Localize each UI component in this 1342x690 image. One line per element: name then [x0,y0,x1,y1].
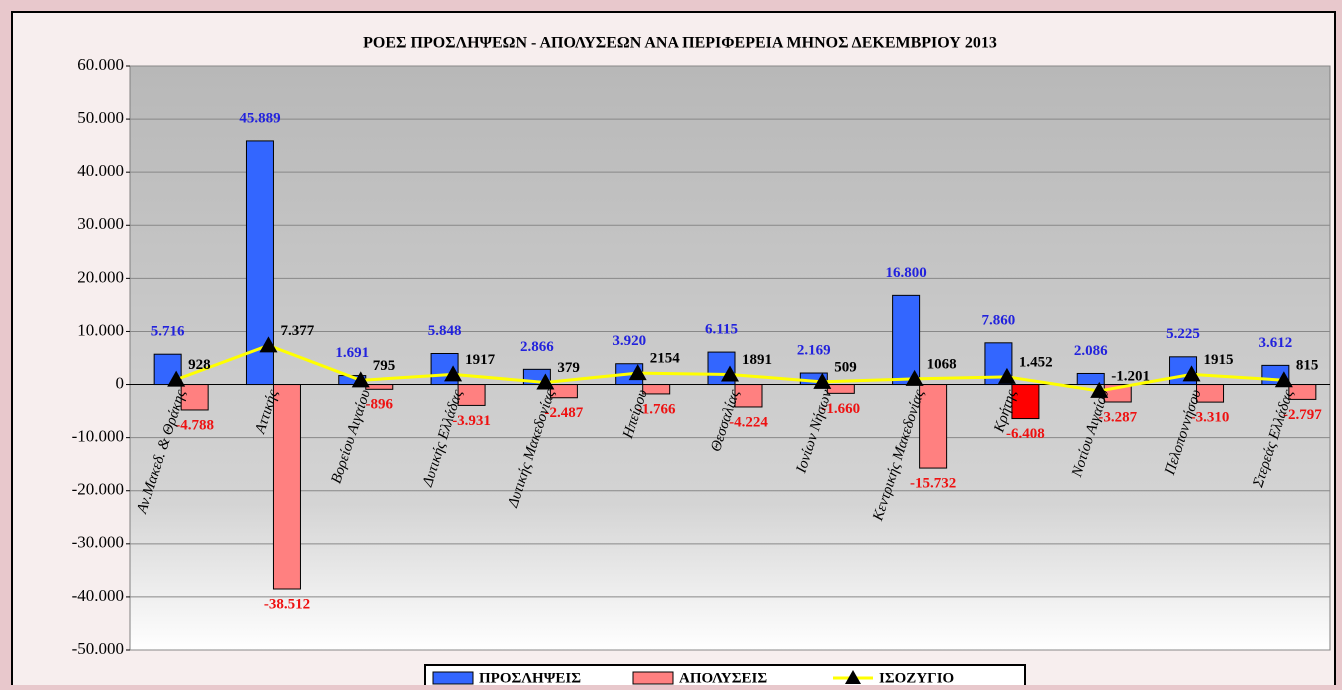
data-label: -2.487 [545,405,584,421]
data-label: -38.512 [264,596,310,612]
data-label: 1915 [1204,352,1234,368]
bar [180,384,209,411]
data-label: 795 [373,358,396,374]
bar [365,384,394,390]
data-label: 5.848 [428,323,462,339]
bar [1076,372,1105,386]
legend-label: ΠΡΟΣΛΗΨΕΙΣ [479,670,581,685]
y-tick-label: -10.000 [72,427,124,446]
y-tick-label: -50.000 [72,639,124,658]
legend: ΠΡΟΣΛΗΨΕΙΣ ΑΠΟΛΥΣΕΙΣ ΙΣΟΖΥΓΙΟ [424,664,1026,690]
bar [549,384,578,399]
y-tick-label: 60.000 [77,55,124,74]
marker [905,369,924,386]
data-label: 5.716 [151,324,185,340]
marker [167,370,186,387]
data-label: 6.115 [705,322,738,338]
y-tick-label: 30.000 [77,214,124,233]
data-label: 3.920 [612,333,646,349]
marker [1274,371,1293,388]
y-tick-label: 40.000 [77,161,124,180]
bar [1011,384,1040,420]
y-tick-label: 20.000 [77,267,124,286]
data-label: -4.788 [175,417,214,433]
marker [1090,381,1109,398]
data-label: -2.797 [1283,407,1322,423]
data-label: -1.201 [1111,368,1150,384]
data-label: -15.732 [910,476,956,492]
bar [826,384,855,394]
data-label: 45.889 [239,110,280,126]
data-label: 1891 [742,352,772,368]
y-tick-label: 0 [116,373,125,392]
data-label: -1.766 [637,401,676,417]
bar [1288,384,1317,400]
data-label: 2.086 [1074,343,1108,359]
marker [721,365,739,382]
bar [457,384,486,406]
data-label: 7.860 [982,312,1016,328]
data-label: 1.452 [1019,354,1053,370]
chart-title: ΡΟΕΣ ΠΡΟΣΛΗΨΕΩΝ - ΑΠΟΛΥΣΕΩΝ ΑΝΑ ΠΕΡΙΦΕΡΕ… [363,35,997,52]
data-label: 815 [1296,358,1319,374]
data-label: 16.800 [885,265,926,281]
data-label: -4.224 [729,414,768,430]
data-label: 1917 [465,352,496,368]
marker [813,372,832,389]
legend-marker [845,670,861,684]
marker [444,365,463,382]
data-label: -3.931 [452,413,491,429]
data-label: 2154 [650,351,681,367]
legend-swatch [632,671,674,685]
bar [892,294,921,386]
data-label: 1068 [927,356,957,372]
bar [919,384,948,469]
y-tick-label: 10.000 [77,320,124,339]
bar [272,384,301,590]
data-label: 7.377 [280,323,314,339]
data-label: 3.612 [1258,335,1292,351]
legend-label: ΙΣΟΖΥΓΙΟ [879,670,954,685]
marker [259,336,278,353]
data-label: 2.169 [797,342,831,358]
marker [628,364,647,381]
y-tick-label: -20.000 [72,480,124,499]
y-tick-label: -40.000 [72,586,124,605]
marker [997,367,1016,384]
marker [1182,365,1201,382]
y-tick-label: 50.000 [77,108,124,127]
data-label: 5.225 [1166,326,1200,342]
marker [536,373,555,390]
data-label: 2.866 [520,339,554,355]
data-label: -6.408 [1006,426,1045,442]
data-label: 379 [557,360,580,376]
bar [245,140,274,386]
bar [734,384,763,408]
data-label: 509 [834,359,857,375]
legend-swatch [432,671,474,685]
data-label: -1.660 [821,401,860,417]
data-label: -3.310 [1191,410,1230,426]
data-label: 928 [188,357,211,373]
marker [351,371,370,388]
data-label: -896 [366,397,394,413]
bar [642,384,671,395]
bar [1196,384,1225,403]
y-tick-label: -30.000 [72,533,124,552]
data-label: -3.287 [1098,409,1137,425]
data-label: 1.691 [335,345,369,361]
legend-label: ΑΠΟΛΥΣΕΙΣ [679,670,767,685]
